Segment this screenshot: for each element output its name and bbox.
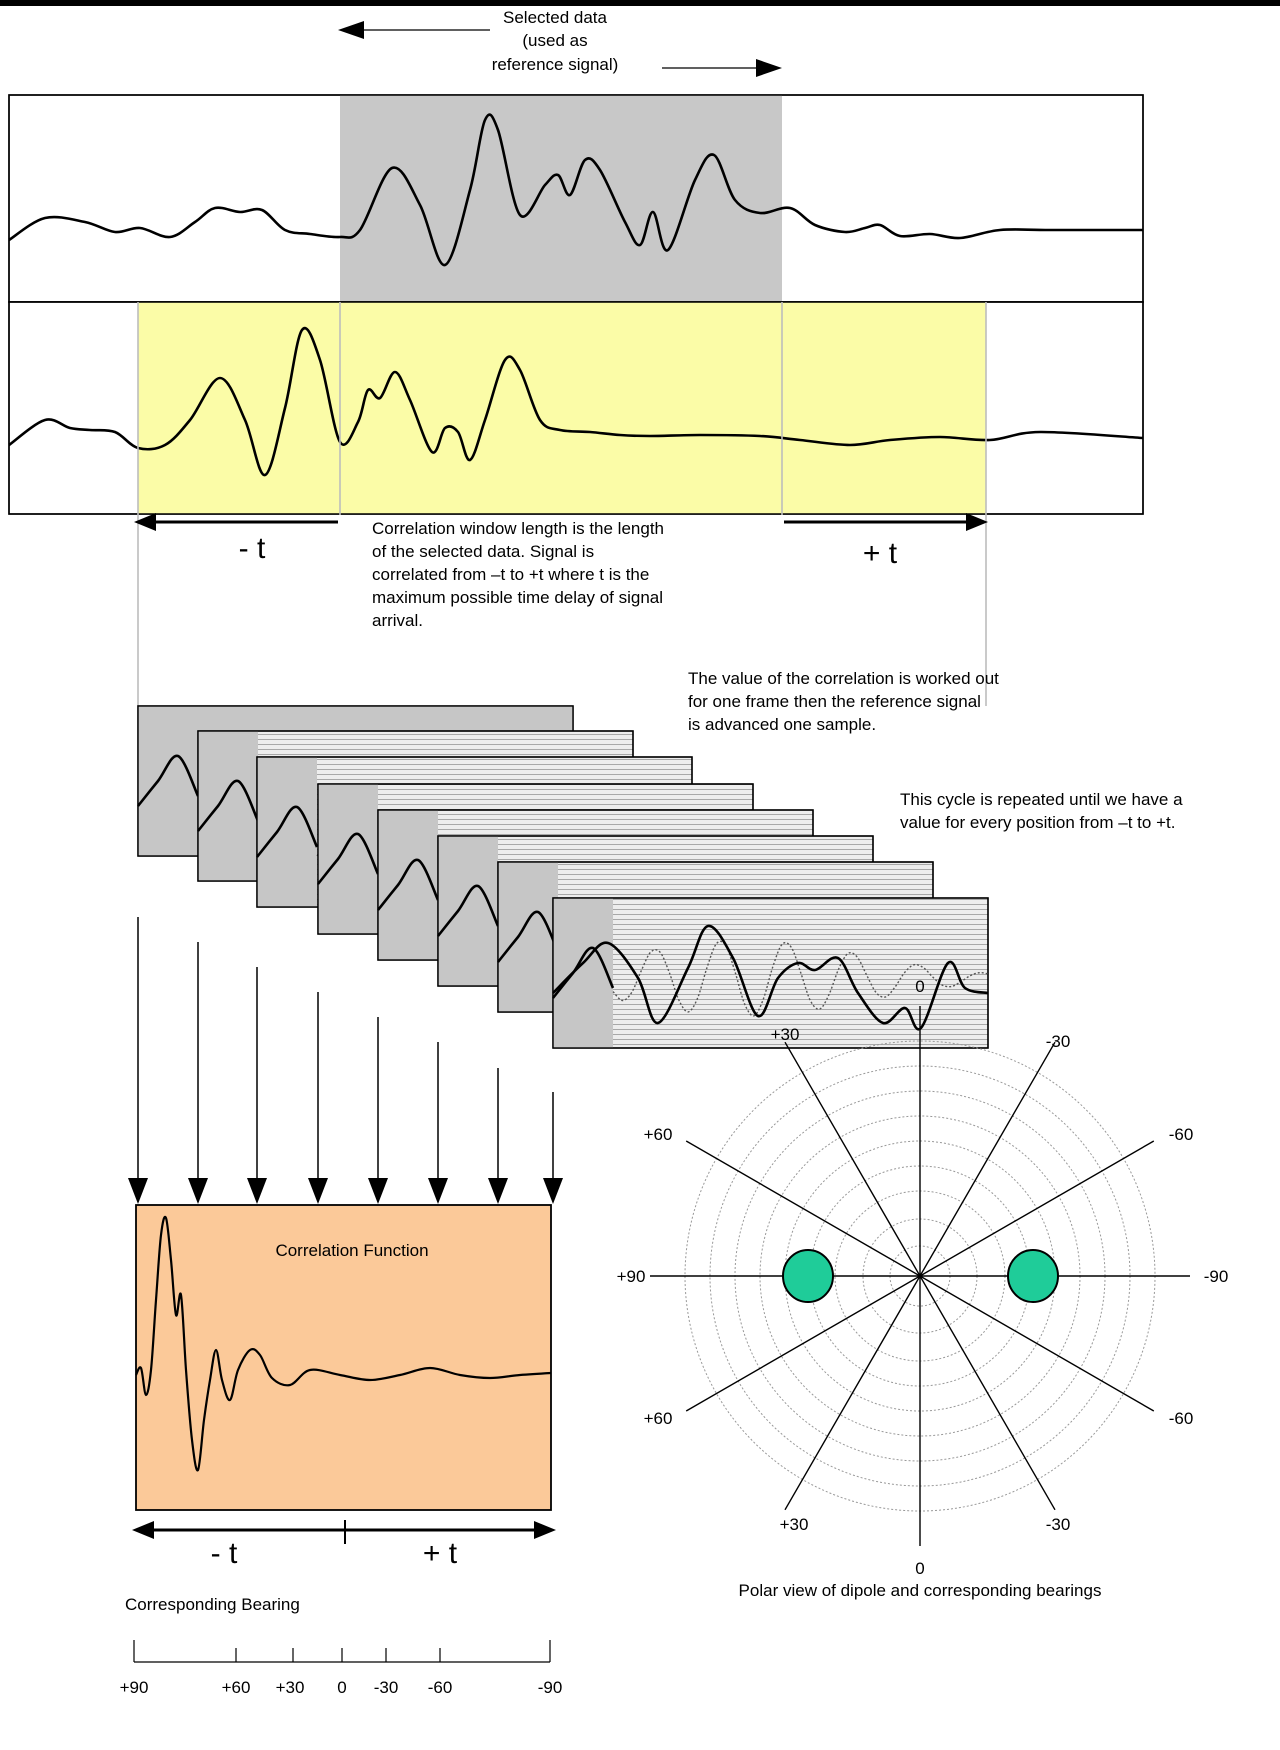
corr-extent-left-head <box>132 1521 154 1539</box>
frame-5-reference-signal <box>376 858 440 911</box>
bearing-label-p90: +90 <box>120 1678 149 1697</box>
frame-8-reference-signal <box>551 946 615 999</box>
frame-8-border <box>552 897 989 1049</box>
cycle-note-line-2: value for every position from –t to +t. <box>900 813 1175 832</box>
frames-note: The value of the correlation is worked o… <box>688 669 999 734</box>
frame-2-reference-signal <box>196 779 260 832</box>
polar-label-p90: +90 <box>617 1267 646 1286</box>
window-desc-line-1: Correlation window length is the length <box>372 519 664 538</box>
frame-to-correlation-arrows <box>128 917 563 1204</box>
polar-spokes <box>650 1006 1190 1546</box>
frame-4-reference-signal <box>316 832 380 885</box>
reference-signal-panel <box>8 94 1144 303</box>
polar-label-lower-m30: -30 <box>1046 1515 1071 1534</box>
correlation-window <box>138 302 986 514</box>
cycle-note: This cycle is repeated until we have a v… <box>900 790 1183 832</box>
corr-plus-t-label: + t <box>423 1537 458 1570</box>
search-signal-panel <box>8 301 1144 515</box>
frames-note-line-2: for one frame then the reference signal <box>688 692 981 711</box>
correlation-box <box>135 1204 552 1511</box>
bottom-panel-outline <box>8 301 1144 515</box>
polar-label-lower-m60: -60 <box>1169 1409 1194 1428</box>
polar-label-bottom-0: 0 <box>915 1559 924 1578</box>
bearing-label-0: 0 <box>337 1678 346 1697</box>
correlation-curve <box>135 1215 552 1472</box>
selected-data-label: Selected data (used as reference signal) <box>338 8 782 77</box>
polar-label-upper-p60: +60 <box>644 1125 673 1144</box>
right-arrow-head <box>756 59 782 77</box>
selected-data-line-1: Selected data <box>503 8 608 27</box>
bearing-label-m60: -60 <box>428 1678 453 1697</box>
frame-2-lead-shade <box>198 731 258 881</box>
window-desc-line-4: maximum possible time delay of signal <box>372 588 663 607</box>
frames-note-line-1: The value of the correlation is worked o… <box>688 669 999 688</box>
corr-minus-t-label: - t <box>211 1537 238 1570</box>
correlation-frames <box>136 705 990 1049</box>
frame-1-reference-signal <box>136 754 200 807</box>
frame-5-lead-shade <box>378 810 438 960</box>
polar-label-upper-m30: -30 <box>1046 1032 1071 1051</box>
frame-6-lead-shade <box>438 836 498 986</box>
selected-data-line-2: (used as <box>522 31 587 50</box>
window-description: Correlation window length is the length … <box>372 519 664 630</box>
bearing-label-p60: +60 <box>222 1678 251 1697</box>
window-desc-line-3: correlated from –t to +t where t is the <box>372 565 649 584</box>
guide-lines <box>137 302 987 706</box>
polar-label-lower-p60: +60 <box>644 1409 673 1428</box>
minus-t-label: - t <box>239 532 266 565</box>
left-arrow-head <box>338 21 364 39</box>
frame-8-background <box>552 897 989 1049</box>
polar-caption: Polar view of dipole and corresponding b… <box>739 1581 1102 1600</box>
window-desc-line-5: arrival. <box>372 611 423 630</box>
window-extent-arrows: - t + t <box>134 513 988 570</box>
frames-note-line-3: is advanced one sample. <box>688 715 876 734</box>
frame-7-reference-signal <box>496 910 560 963</box>
correlation-title: Correlation Function <box>275 1241 428 1260</box>
polar-label-upper-m60: -60 <box>1169 1125 1194 1144</box>
down-arrow-3-head <box>247 1178 267 1204</box>
reference-signal-wave <box>8 113 1143 267</box>
bearing-label-p30: +30 <box>276 1678 305 1697</box>
polar-view: 0 +30 -30 +60 -60 +90 -90 +60 -60 +30 -3… <box>617 977 1229 1600</box>
bearing-scale-title: Corresponding Bearing <box>125 1595 300 1614</box>
corr-extent-right-head <box>534 1521 556 1539</box>
down-arrow-4-head <box>308 1178 328 1204</box>
polar-label-top-0: 0 <box>915 977 924 996</box>
frame-3-reference-signal <box>255 805 319 858</box>
bearing-scale: Corresponding Bearing +90 +60 +30 0 -30 … <box>120 1595 563 1697</box>
frame-7-lead-shade <box>498 862 558 1012</box>
selected-data-line-3: reference signal) <box>492 55 619 74</box>
dipole-lobe-right <box>1007 1249 1059 1303</box>
down-arrow-5-head <box>368 1178 388 1204</box>
dipole-lobe-left <box>782 1249 834 1303</box>
selected-region <box>340 95 782 302</box>
window-desc-line-2: of the selected data. Signal is <box>372 542 594 561</box>
correlation-extent-arrow: - t + t <box>132 1520 556 1570</box>
bearing-label-m30: -30 <box>374 1678 399 1697</box>
minus-t-head <box>134 513 156 531</box>
frame-6-reference-signal <box>436 884 500 937</box>
down-arrow-8-head <box>543 1178 563 1204</box>
frame-3-lead-shade <box>257 757 317 907</box>
frame-8-lead-shade <box>553 898 613 1048</box>
search-signal-wave <box>8 326 1144 477</box>
frame-8 <box>551 897 990 1049</box>
frame-4-lead-shade <box>318 784 378 934</box>
polar-label-upper-p30: +30 <box>771 1025 800 1044</box>
down-arrow-1-head <box>128 1178 148 1204</box>
polar-label-m90: -90 <box>1204 1267 1229 1286</box>
down-arrow-6-head <box>428 1178 448 1204</box>
polar-spoke-150 <box>784 1041 1056 1511</box>
polar-label-lower-p30: +30 <box>780 1515 809 1534</box>
down-arrow-2-head <box>188 1178 208 1204</box>
plus-t-head <box>966 513 988 531</box>
cycle-note-line-1: This cycle is repeated until we have a <box>900 790 1183 809</box>
top-rule <box>0 0 1280 6</box>
correlation-function-panel: Correlation Function <box>135 1204 552 1511</box>
bearing-label-m90: -90 <box>538 1678 563 1697</box>
down-arrow-7-head <box>488 1178 508 1204</box>
plus-t-label: + t <box>863 537 898 570</box>
